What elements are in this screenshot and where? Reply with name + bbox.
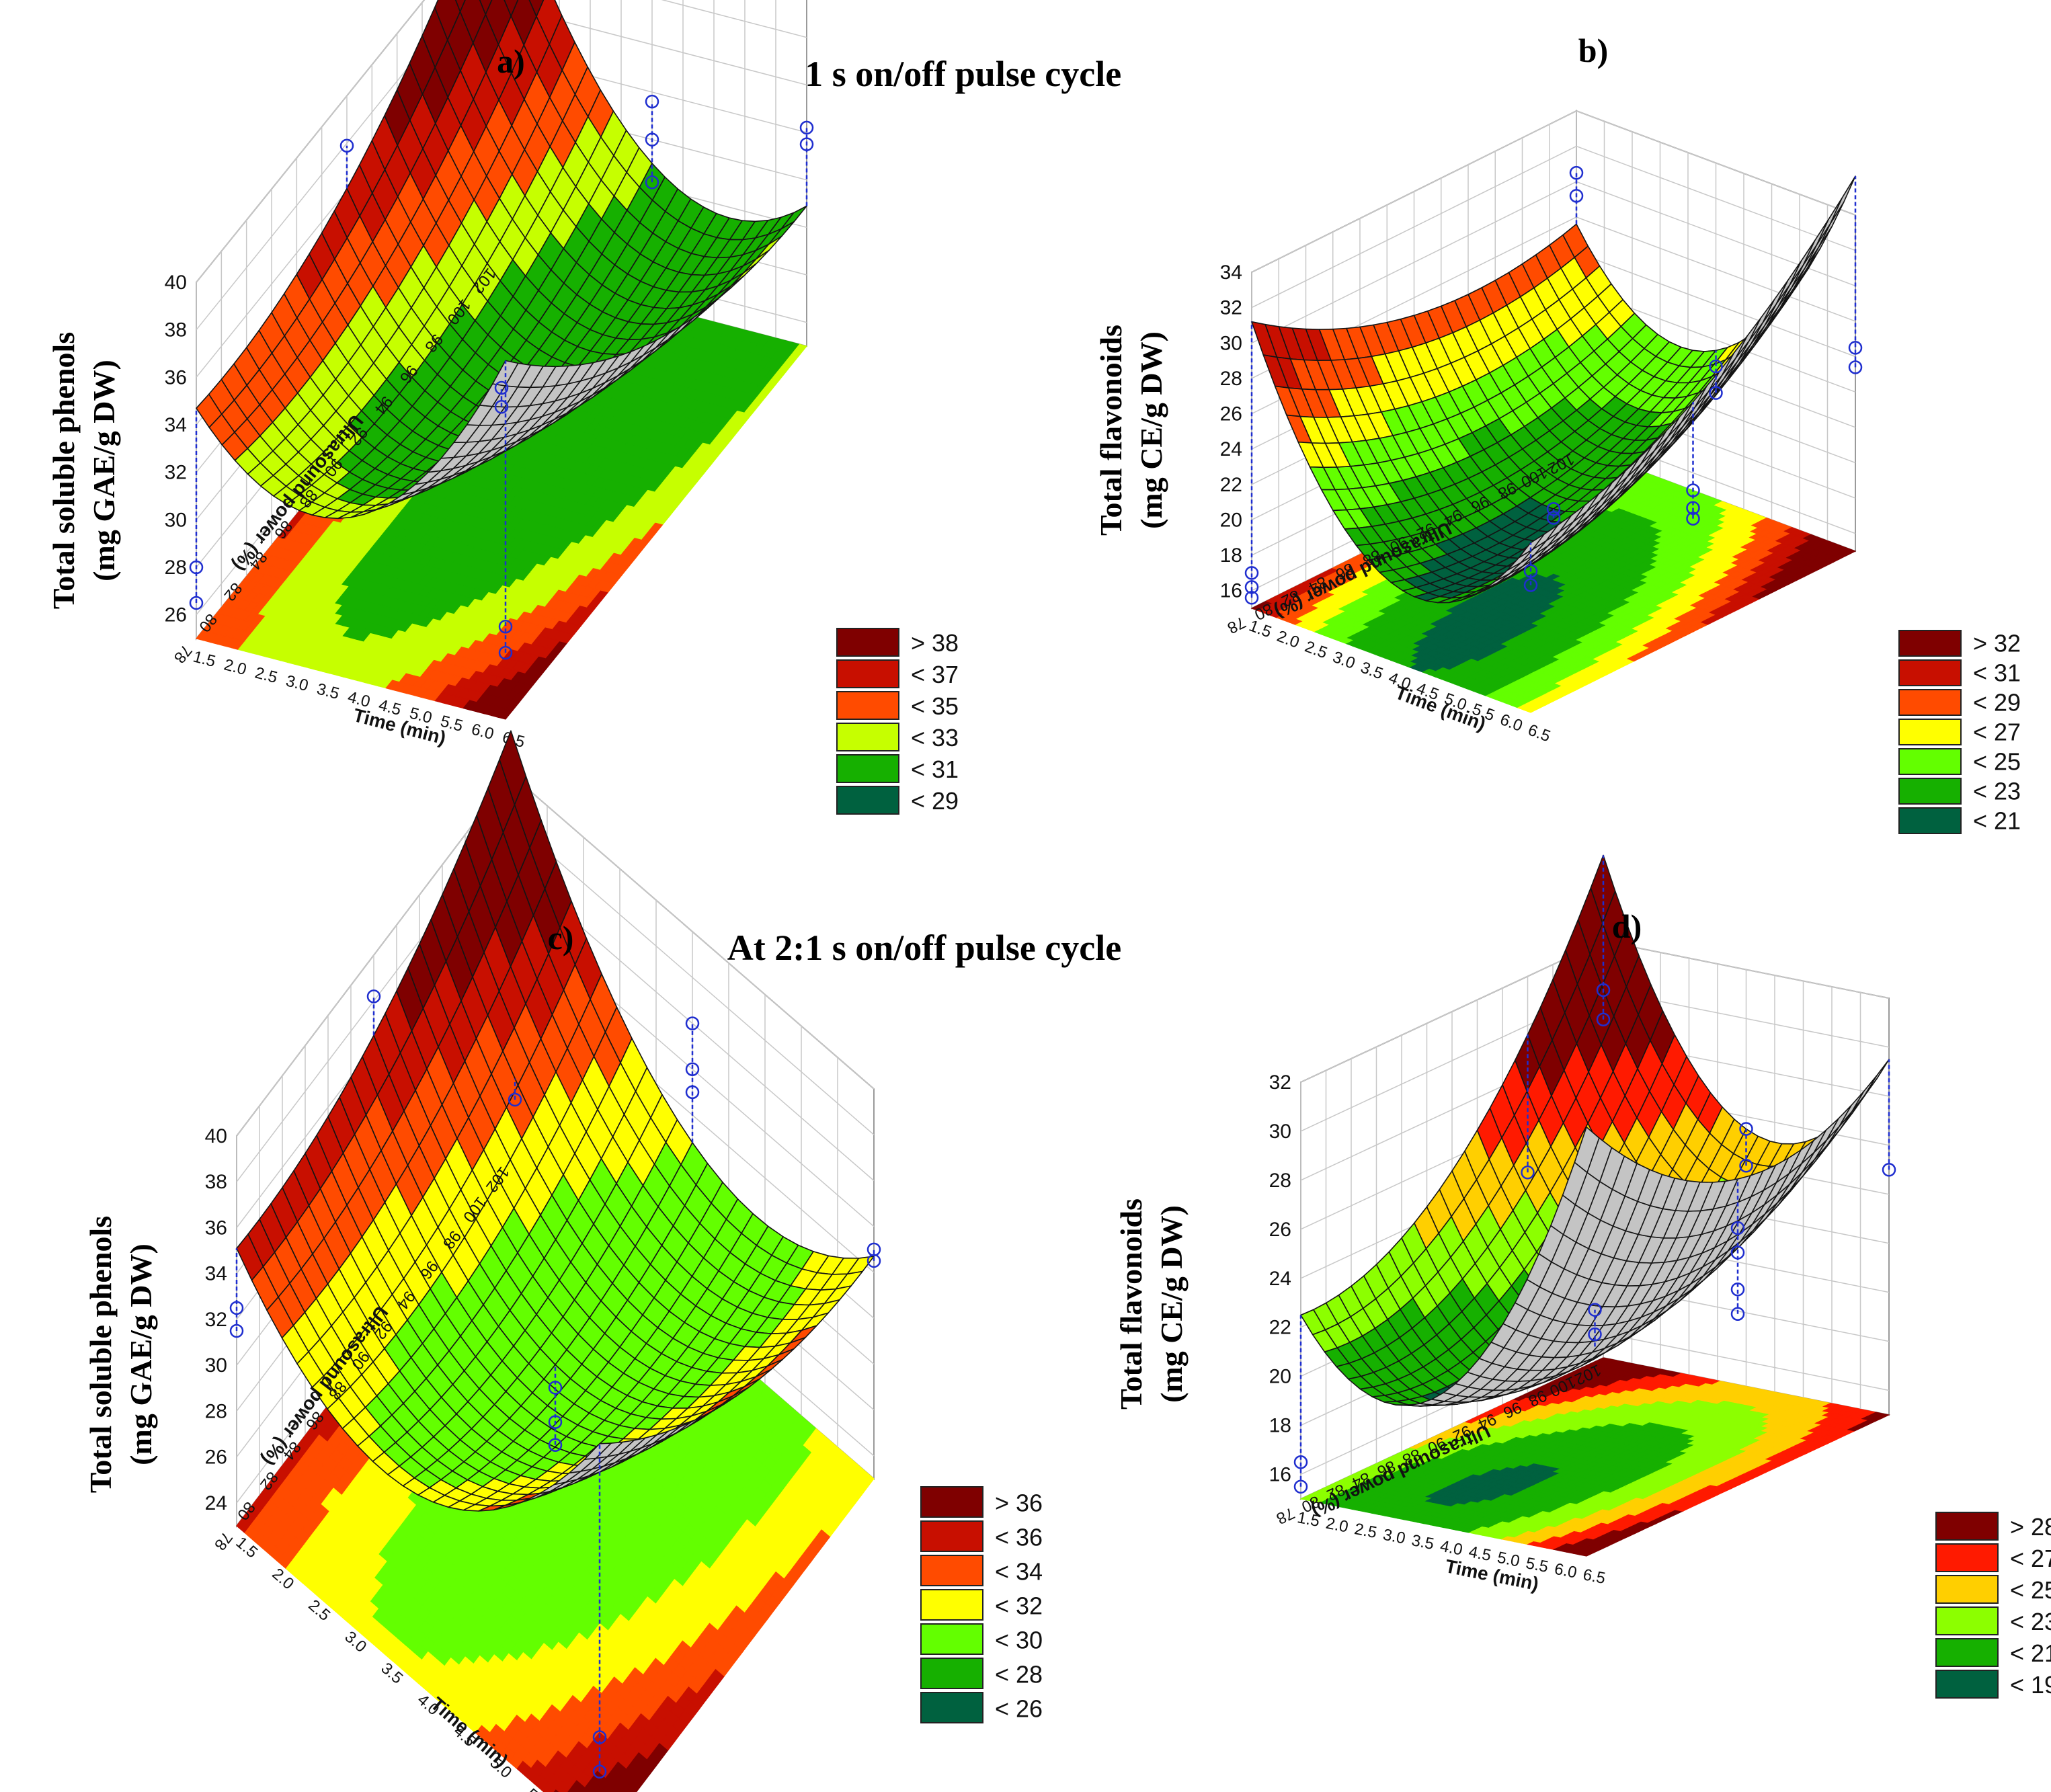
y-tick-label: 3.0 [284,671,310,695]
panels: 26 28 30 32 34 36 38 40 Total soluble phenols (mg… [46,0,2051,1792]
bottom-heading: At 2:1 s on/off pulse cycle [727,928,1121,968]
z-tick-label: 34 [165,414,187,436]
legend-label: < 33 [911,724,959,751]
y-tick-label: 6.0 [469,720,495,743]
z-tick-label: 30 [165,509,187,531]
y-tick-label: 2.0 [222,655,248,679]
y-tick-label: 3.5 [315,680,341,703]
panel-label: a) [497,42,525,80]
y-tick-label: 1.5 [191,647,217,671]
legend-swatch [836,659,899,688]
legend-label: < 31 [911,756,959,783]
legend-swatch [836,628,899,657]
legend-label: < 29 [911,787,959,815]
legend-swatch [836,691,899,720]
wall-grid-line [196,0,807,331]
z-axis-title-line1: Total soluble phenols [46,332,81,609]
z-tick-label: 28 [165,557,187,579]
bottom-heading-text: At 2:1 s on/off pulse cycle [727,928,1121,968]
surface-chart-a: 26 28 30 32 34 36 38 40 Total soluble phenols (mg… [46,0,959,815]
z-axis-title: Total soluble phenols (mg GAE/g DW) [46,332,121,609]
z-tick-label: 36 [165,366,187,389]
z-tick-label: 38 [165,319,187,341]
wall-grid-line [196,0,425,283]
legend-swatch [836,723,899,751]
legend: > 38 < 37 < 35 < 33 < 31 < 29 [836,628,959,815]
legend-swatch [836,786,899,815]
z-tick-label: 26 [165,604,187,626]
z-axis-title-line2: (mg GAE/g DW) [87,360,121,581]
z-tick-label: 40 [165,272,187,294]
y-tick-label: 2.5 [253,663,279,687]
legend-swatch [836,754,899,783]
legend-label: < 35 [911,692,959,720]
z-tick-label: 32 [165,462,187,484]
legend-label: < 37 [911,661,959,688]
legend-label: > 38 [911,629,959,657]
